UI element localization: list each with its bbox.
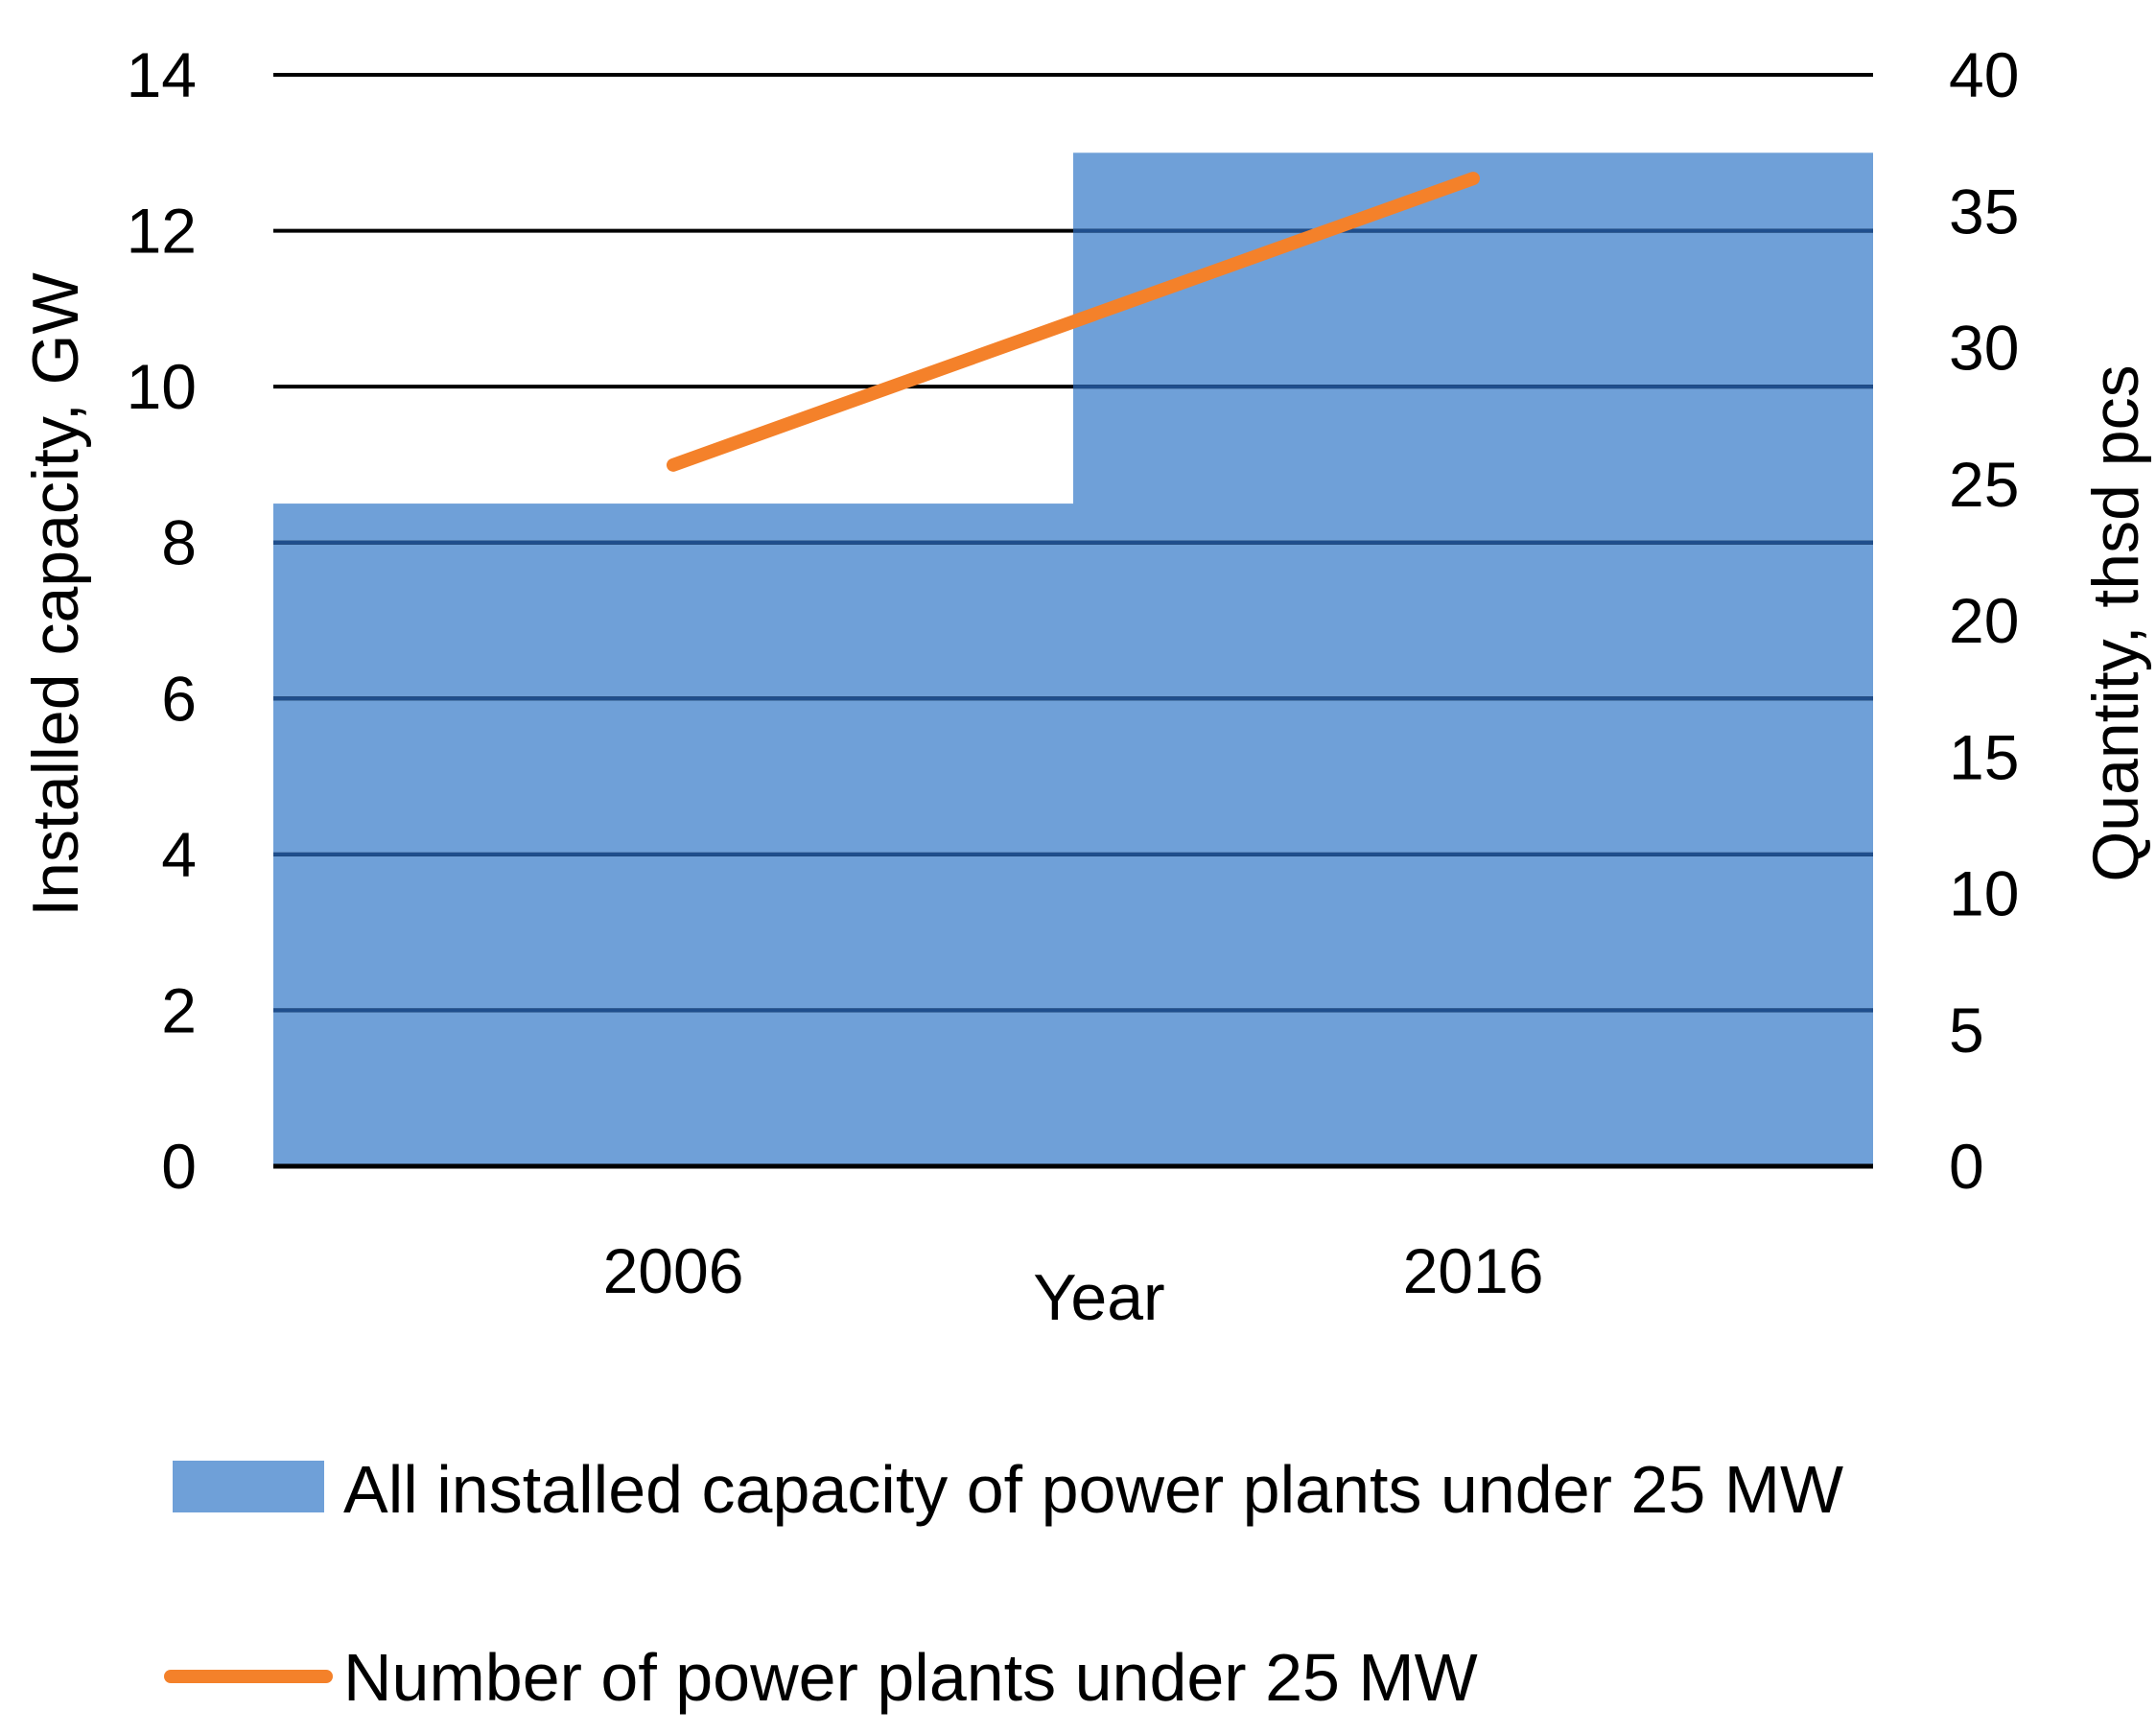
y-right-tick-15: 15 <box>1949 721 2019 792</box>
y-left-tick-2: 2 <box>161 974 197 1045</box>
y-left-tick-8: 8 <box>161 507 197 578</box>
y-left-tick-14: 14 <box>127 39 197 110</box>
legend-label-line: Number of power plants under 25 MW <box>343 1640 1478 1715</box>
y-right-tick-30: 30 <box>1949 313 2019 384</box>
x-tick-2006: 2006 <box>603 1235 744 1306</box>
y-right-tick-40: 40 <box>1949 39 2019 110</box>
gridlines <box>273 73 1873 1169</box>
line-series-layer <box>667 172 1480 472</box>
y-left-tick-6: 6 <box>161 663 197 734</box>
line-series-number-of-plants <box>667 172 1480 472</box>
legend: All installed capacity of power plants u… <box>164 1452 1843 1715</box>
y-axis-title-left: Installed capacity, GW <box>19 272 92 916</box>
y-left-tick-0: 0 <box>161 1131 197 1202</box>
y-right-tick-10: 10 <box>1949 858 2019 929</box>
x-axis-title: Year <box>1033 1261 1164 1334</box>
y-left-tick-4: 4 <box>161 819 197 890</box>
bar-2016 <box>1073 152 1873 1166</box>
y-right-tick-5: 5 <box>1949 995 1984 1066</box>
y-axis-title-right: Quantity, thsd pcs <box>2079 364 2152 881</box>
tick-labels: 0 2 4 6 8 10 12 14 0 5 10 15 20 25 30 35 40 2006 2016 <box>127 39 2020 1306</box>
x-tick-2016: 2016 <box>1403 1235 1544 1306</box>
legend-swatch-bar <box>173 1461 324 1512</box>
y-right-tick-0: 0 <box>1949 1131 1984 1202</box>
y-right-tick-35: 35 <box>1949 176 2019 246</box>
bars-layer <box>273 152 1873 1166</box>
legend-label-bar: All installed capacity of power plants u… <box>343 1452 1843 1527</box>
y-left-tick-10: 10 <box>127 351 197 422</box>
y-left-tick-12: 12 <box>127 196 197 267</box>
y-right-tick-20: 20 <box>1949 585 2019 656</box>
bar-2006 <box>273 504 1073 1166</box>
y-right-tick-25: 25 <box>1949 449 2019 520</box>
